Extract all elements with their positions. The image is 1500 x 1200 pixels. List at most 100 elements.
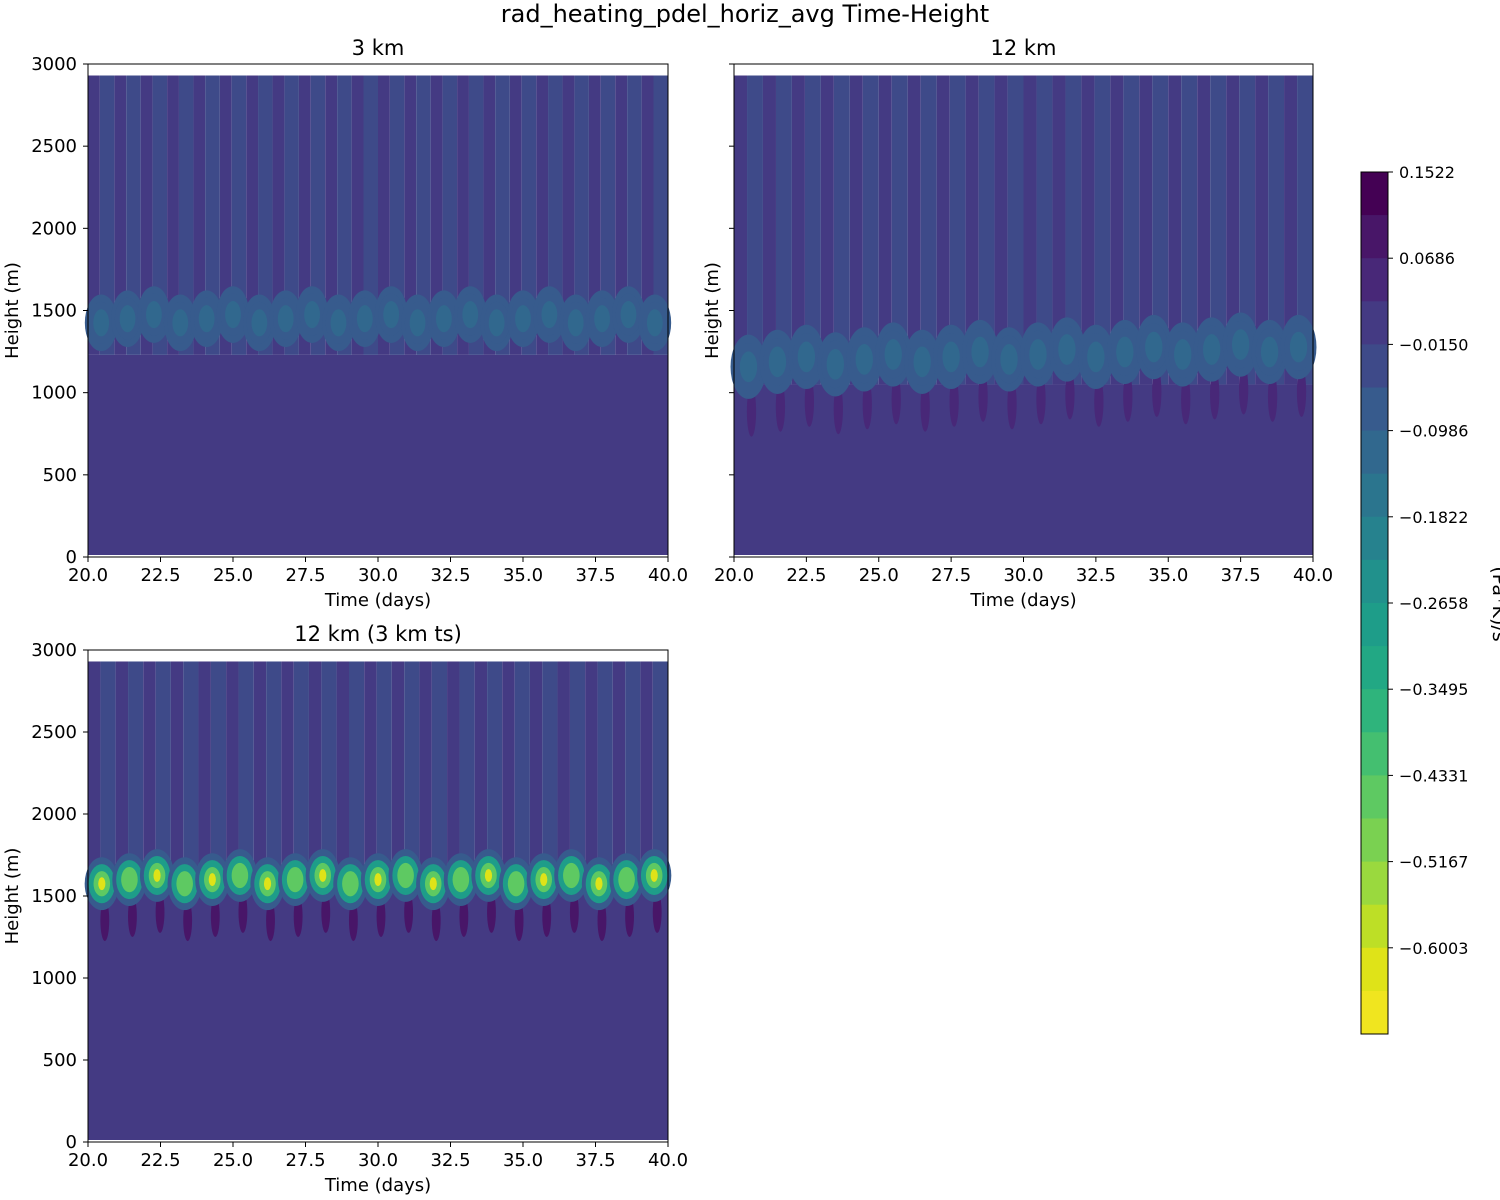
stripe-a: [502, 661, 515, 888]
y-tick-label: 0: [66, 547, 77, 568]
dark-cell: [891, 374, 901, 425]
x-tick-label: 25.0: [213, 1150, 253, 1171]
band-core: [1174, 339, 1192, 370]
y-axis-label: Height (m): [2, 262, 23, 359]
band-core: [768, 346, 787, 378]
stripe-a: [1052, 75, 1066, 385]
stripe-b: [775, 75, 792, 385]
band-core: [462, 301, 479, 329]
stripe-b: [100, 661, 116, 888]
colorbar-swatch: [1361, 603, 1388, 647]
band-core: [383, 301, 400, 329]
band-core: [176, 871, 193, 897]
colorbar-tick-label: −0.0986: [1399, 422, 1468, 441]
stripe-a: [447, 661, 460, 888]
colorbar-tick-label: −0.4331: [1399, 766, 1468, 785]
colorbar-swatch: [1361, 172, 1388, 216]
y-tick-label: 500: [43, 1050, 77, 1071]
stripe-a: [820, 75, 834, 385]
stripe-b: [337, 75, 352, 355]
stripe-b: [574, 75, 589, 355]
stripe-a: [351, 75, 364, 355]
dark-cell: [833, 383, 843, 435]
stripe-a: [325, 75, 338, 355]
stripe-a: [88, 661, 101, 888]
stripe-a: [641, 75, 654, 355]
stripe-b: [205, 75, 220, 355]
stripe-b: [548, 75, 563, 355]
band-peak: [484, 869, 493, 882]
x-axis-label: Time (days): [969, 590, 1076, 611]
band-core: [409, 309, 426, 337]
dark-cell: [376, 895, 386, 937]
dark-cell: [1036, 374, 1046, 425]
band-core: [397, 862, 414, 889]
x-tick-label: 35.0: [1148, 565, 1188, 586]
stripe-b: [152, 75, 168, 355]
stripe-a: [529, 661, 543, 888]
colorbar-swatch: [1361, 473, 1388, 518]
stripe-a: [404, 75, 417, 355]
stripe-b: [266, 661, 282, 888]
stripe-b: [627, 75, 642, 355]
x-tick-label: 27.5: [285, 1150, 325, 1171]
stripe-a: [419, 661, 432, 888]
stripe-b: [155, 661, 171, 888]
stripe-b: [804, 75, 821, 385]
band-core: [277, 305, 294, 333]
y-tick-label: 2500: [31, 722, 77, 743]
band-peak: [650, 869, 658, 882]
dark-cell: [1123, 371, 1133, 422]
colorbar-tick-label: −0.2658: [1399, 594, 1468, 613]
y-axis-label: Height (m): [702, 262, 723, 359]
stripe-a: [994, 75, 1008, 385]
dark-cell: [746, 386, 757, 437]
band-peak: [319, 869, 327, 882]
dark-cell: [1238, 364, 1249, 415]
stripe-b: [542, 661, 558, 888]
band-core: [913, 346, 931, 378]
stripe-b: [99, 75, 115, 355]
y-tick-label: 0: [66, 1132, 77, 1153]
x-tick-label: 22.5: [140, 565, 180, 586]
stripe-a: [457, 75, 469, 355]
band-core: [342, 871, 359, 897]
stripe-b: [747, 75, 763, 385]
colorbar-swatch: [1361, 947, 1388, 992]
y-tick-label: 2000: [31, 804, 77, 825]
band-core: [1116, 336, 1134, 368]
colorbar: 0.1522 0.0686 −0.0150 −0.0986 −0.1822 −0.2658…: [1360, 163, 1468, 1035]
stripe-b: [653, 75, 668, 355]
colorbar-swatch: [1361, 559, 1388, 604]
heatmap-field: [84, 75, 672, 555]
colorbar-tick-label: −0.3495: [1399, 680, 1468, 699]
stripe-a: [219, 75, 232, 355]
dark-cell: [155, 891, 165, 933]
colorbar-tick-label: 0.1522: [1399, 163, 1455, 182]
subplot-title: 3 km: [352, 36, 405, 60]
stripe-b: [1065, 75, 1082, 385]
band-peak: [153, 869, 161, 882]
stripe-b: [459, 661, 475, 888]
band-core: [1231, 329, 1250, 360]
colorbar-swatch: [1361, 516, 1388, 561]
band-core: [1260, 336, 1279, 368]
colorbar-swatch: [1361, 215, 1388, 259]
band-core: [1289, 331, 1308, 363]
stripe-b: [376, 661, 392, 888]
y-tick-label: 3000: [31, 54, 77, 75]
subplot-12km: 20.0 22.5 25.0 27.5 30.0 32.5 35.0 37.5 40.0 Time…: [702, 36, 1333, 611]
field-lower: [734, 384, 1313, 555]
band-core: [488, 309, 505, 337]
stripe-b: [210, 661, 227, 888]
stripe-a: [391, 661, 405, 888]
x-tick-label: 20.0: [68, 565, 108, 586]
colorbar-swatch: [1361, 689, 1388, 733]
stripe-b: [949, 75, 966, 385]
stripe-a: [483, 75, 496, 355]
dark-cell: [487, 891, 496, 933]
stripe-b: [1152, 75, 1169, 385]
x-tick-label: 32.5: [430, 1150, 470, 1171]
stripe-a: [640, 661, 653, 888]
band-core: [1145, 331, 1163, 363]
